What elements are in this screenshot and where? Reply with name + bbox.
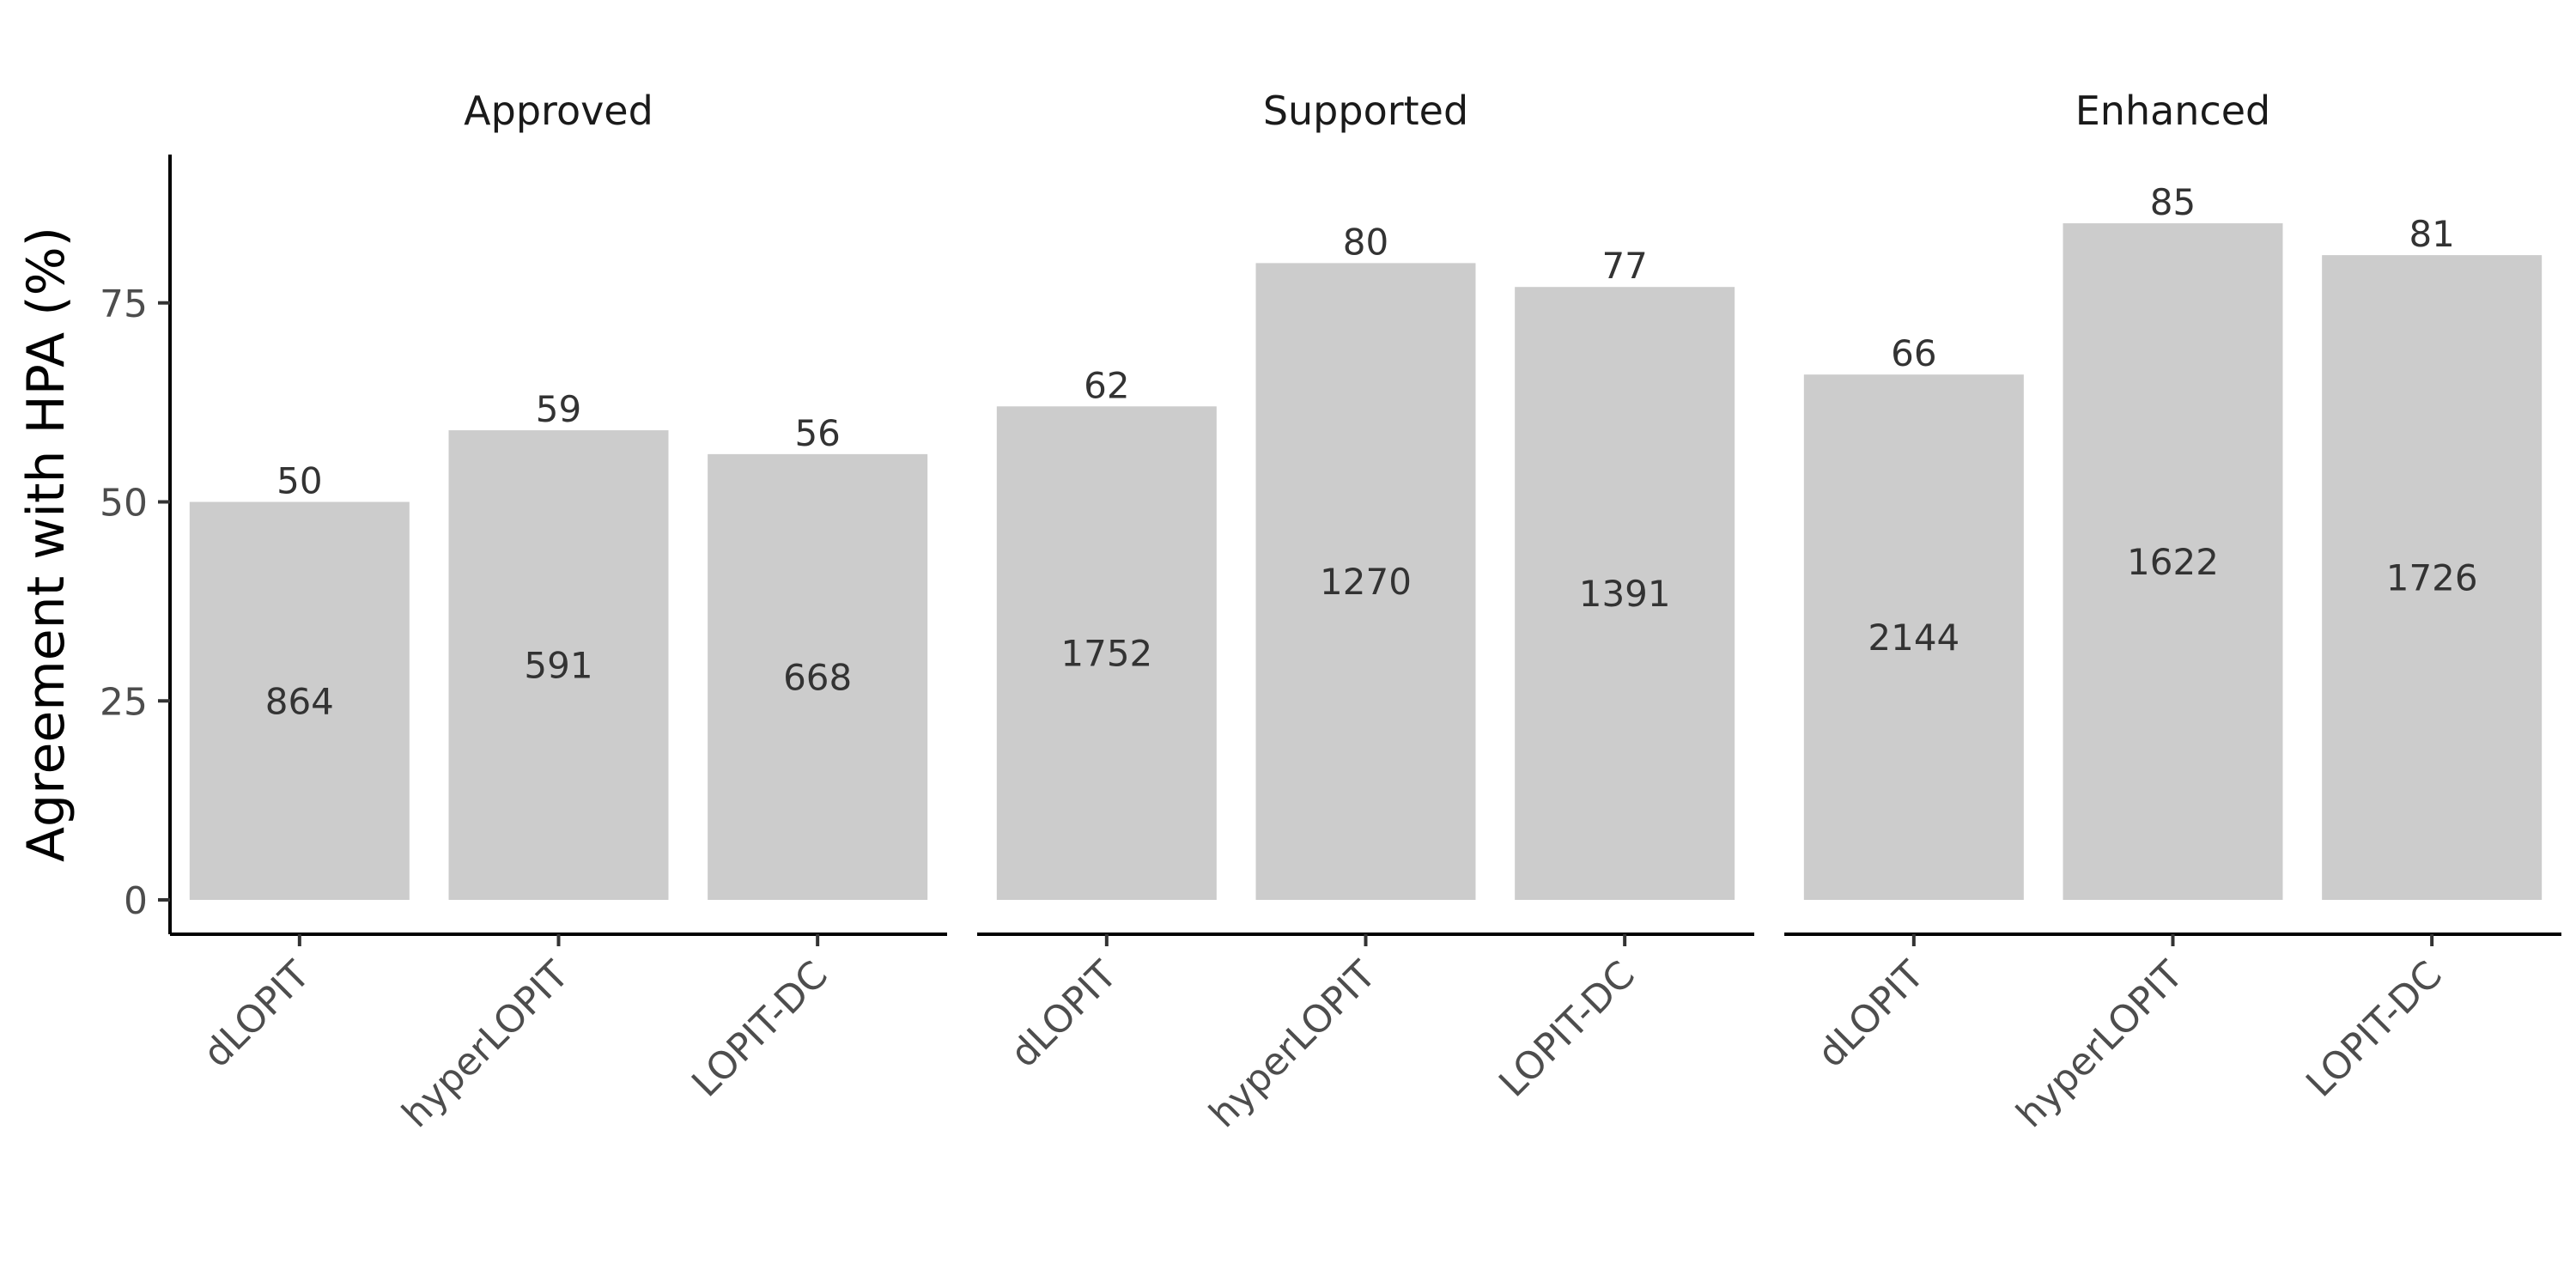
facet-panel-approved: Approved 50 864 dLOPIT 59 591 hyperLOPIT 56 668 L… — [170, 88, 947, 1136]
x-tick-label: dLOPIT — [1002, 953, 1126, 1077]
bar-value-label: 77 — [1601, 245, 1647, 287]
x-tick-label: hyperLOPIT — [1201, 953, 1385, 1137]
x-tick-label: hyperLOPIT — [2008, 953, 2192, 1137]
facet-panel-supported: Supported 62 1752 dLOPIT 80 1270 hyperLOPIT 77 1… — [977, 88, 1754, 1136]
bar-count-label: 1622 — [2127, 541, 2219, 583]
facet-title: Supported — [1263, 88, 1468, 134]
facet-panel-enhanced: Enhanced 66 2144 dLOPIT 85 1622 hyperLOPIT 81 17… — [1784, 88, 2561, 1136]
bar — [1515, 287, 1735, 901]
x-tick-label: LOPIT-DC — [683, 953, 836, 1106]
bar-value-label: 66 — [1891, 332, 1936, 374]
bar-count-label: 668 — [783, 656, 852, 698]
bar — [2322, 255, 2543, 900]
y-axis-title-group: Agreement with HPA (%) — [16, 227, 76, 862]
bar-value-label: 81 — [2409, 213, 2454, 255]
bar-count-label: 591 — [524, 645, 592, 687]
bar-count-label: 864 — [265, 680, 334, 722]
bar-count-label: 1752 — [1060, 633, 1152, 675]
bar — [1803, 374, 2024, 900]
bar-value-label: 85 — [2150, 181, 2196, 223]
bar — [1255, 263, 1476, 900]
bar-count-label: 1391 — [1579, 573, 1671, 615]
bar — [708, 453, 928, 900]
y-axis: 0 25 50 75 — [100, 155, 172, 934]
y-axis-title: Agreement with HPA (%) — [16, 227, 76, 862]
bar — [996, 406, 1217, 900]
x-tick-label: dLOPIT — [195, 953, 319, 1077]
y-tick-label: 0 — [124, 879, 148, 923]
x-tick-label: hyperLOPIT — [394, 953, 578, 1137]
facet-title: Enhanced — [2075, 88, 2271, 134]
bar-count-label: 2144 — [1868, 617, 1959, 659]
y-tick-label: 75 — [100, 283, 148, 326]
bar-value-label: 50 — [276, 460, 322, 502]
bar-value-label: 62 — [1084, 364, 1129, 406]
bar-value-label: 80 — [1343, 221, 1388, 263]
facet-title: Approved — [464, 88, 653, 134]
facets: Approved 50 864 dLOPIT 59 591 hyperLOPIT 56 668 L… — [170, 88, 2561, 1136]
x-tick-label: LOPIT-DC — [1491, 953, 1643, 1106]
bar-count-label: 1270 — [1320, 561, 1412, 603]
bar-count-label: 1726 — [2386, 557, 2478, 599]
bar — [2063, 223, 2283, 900]
x-tick-label: LOPIT-DC — [2298, 953, 2451, 1106]
x-tick-label: dLOPIT — [1809, 953, 1933, 1077]
bar-value-label: 59 — [536, 388, 581, 430]
y-tick-label: 50 — [100, 482, 148, 526]
y-tick-label: 25 — [100, 680, 148, 724]
bar — [448, 430, 669, 900]
bar — [189, 501, 410, 900]
bar-value-label: 56 — [794, 412, 840, 454]
